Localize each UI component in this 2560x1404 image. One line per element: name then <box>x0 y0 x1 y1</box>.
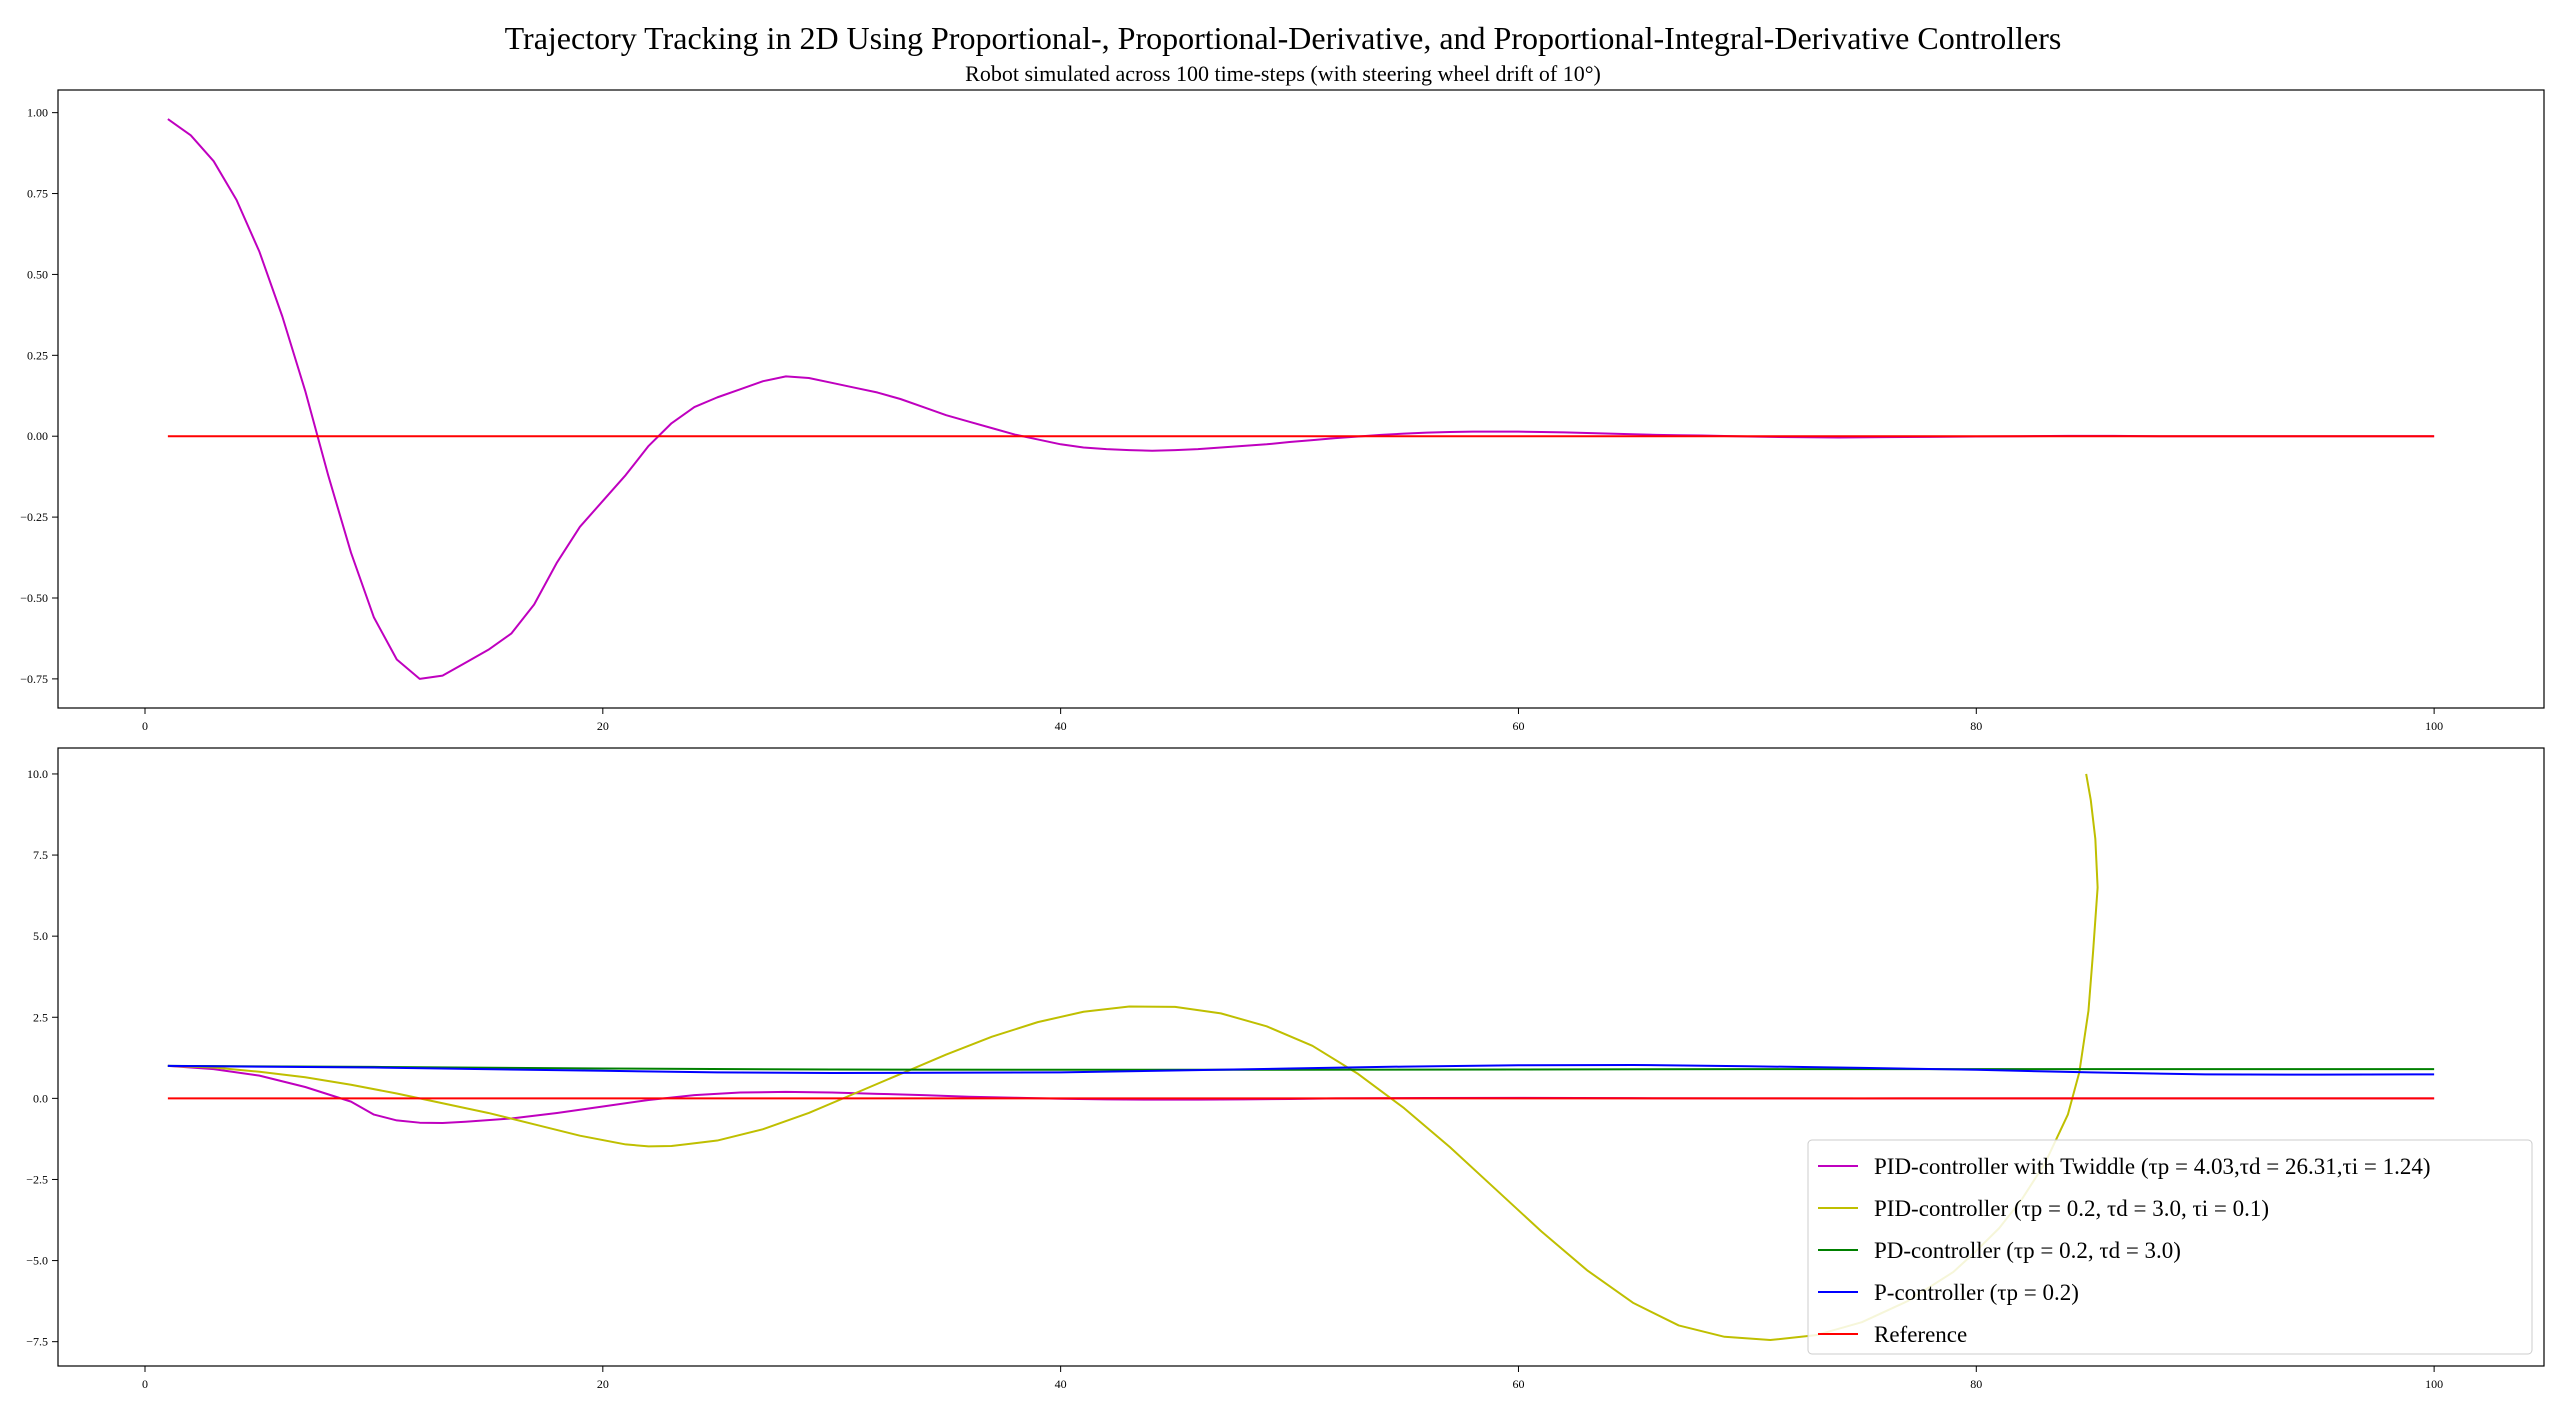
y-tick-label: 7.5 <box>33 848 48 862</box>
x-tick-label: 20 <box>597 719 609 733</box>
y-tick-label: −2.5 <box>26 1172 48 1186</box>
bottom-plot: 0 20 40 60 80 100 −7.5 −5.0 −2.5 0.0 2.5 5.0 7.5 10.0… <box>26 747 2545 1391</box>
x-tick-label: 40 <box>1055 1377 1067 1391</box>
y-tick-label: 0.50 <box>27 267 48 281</box>
y-tick-label: 0.0 <box>33 1091 48 1105</box>
legend: PID-controller with Twiddle (τp = 4.03,τ… <box>1807 1139 2533 1355</box>
y-tick-label: −0.50 <box>20 591 48 605</box>
figure-title: Trajectory Tracking in 2D Using Proporti… <box>505 20 2062 56</box>
legend-entry-label: PD-controller (τp = 0.2, τd = 3.0) <box>1874 1238 2181 1263</box>
axes-frame <box>57 89 2545 709</box>
x-tick-label: 60 <box>1512 1377 1524 1391</box>
series-line-pid-controller-with-twiddle <box>167 118 2435 680</box>
y-tick-label: 2.5 <box>33 1010 48 1024</box>
x-tick-label: 80 <box>1970 1377 1982 1391</box>
y-tick-label: −5.0 <box>26 1254 48 1268</box>
axes-frame <box>57 747 2545 1367</box>
y-tick-label: −0.25 <box>20 510 48 524</box>
x-tick-label: 100 <box>2425 719 2443 733</box>
legend-entry-label: Reference <box>1874 1322 1967 1347</box>
y-tick-label: 1.00 <box>27 106 48 120</box>
series-line-pid-controller-with-twiddle <box>167 1064 2435 1125</box>
x-tick-label: 40 <box>1055 719 1067 733</box>
figure-subtitle: Robot simulated across 100 time-steps (w… <box>965 61 1601 86</box>
series-line-p-controller <box>167 1063 2435 1076</box>
y-tick-label: −0.75 <box>20 672 48 686</box>
y-tick-label: 10.0 <box>27 767 48 781</box>
x-tick-label: 0 <box>142 719 148 733</box>
series-line-pd-controller <box>167 1064 2435 1071</box>
x-tick-label: 20 <box>597 1377 609 1391</box>
x-tick-label: 0 <box>142 1377 148 1391</box>
x-tick-label: 100 <box>2425 1377 2443 1391</box>
y-tick-label: 0.25 <box>27 348 48 362</box>
y-tick-label: −7.5 <box>26 1335 48 1349</box>
legend-entry-label: PID-controller (τp = 0.2, τd = 3.0, τi =… <box>1874 1196 2269 1221</box>
top-plot: 0 20 40 60 80 100 −0.75 −0.50 −0.25 0.00 0.25 0.50 0… <box>20 89 2545 733</box>
y-tick-label: 5.0 <box>33 929 48 943</box>
legend-entry-label: P-controller (τp = 0.2) <box>1874 1280 2079 1305</box>
y-tick-label: 0.75 <box>27 187 48 201</box>
series-group <box>167 118 2435 680</box>
x-tick-label: 60 <box>1512 719 1524 733</box>
legend-entry-label: PID-controller with Twiddle (τp = 4.03,τ… <box>1874 1154 2431 1179</box>
legend-box <box>1807 1139 2533 1355</box>
y-tick-label: 0.00 <box>27 429 48 443</box>
x-tick-label: 80 <box>1970 719 1982 733</box>
